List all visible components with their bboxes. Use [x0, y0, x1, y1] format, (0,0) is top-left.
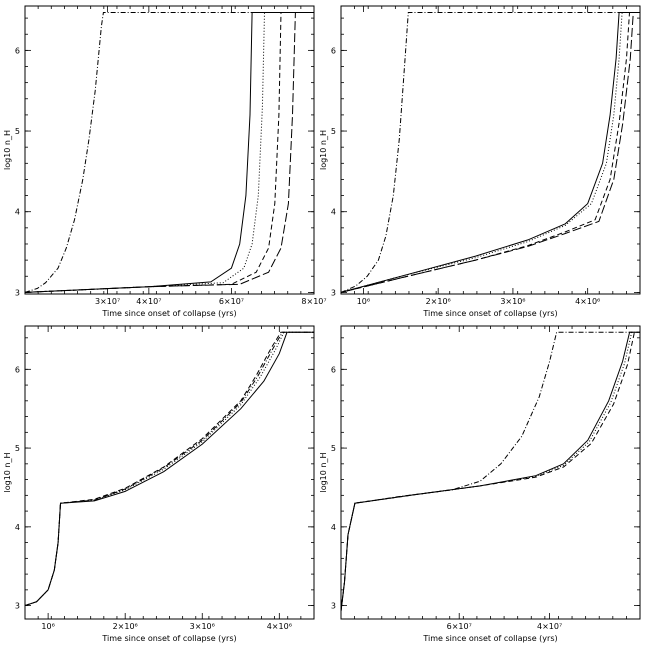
y-tick-label: 5 [331, 127, 336, 136]
series-line-4 [340, 331, 640, 612]
x-tick-label: 4×10⁶ [267, 622, 292, 631]
y-axis-label: log10 n_H [319, 452, 328, 492]
series-line-3 [24, 12, 314, 293]
x-tick-label: 3×10⁶ [500, 297, 525, 306]
y-tick-label: 5 [15, 127, 20, 136]
x-tick-label: 3×10⁶ [190, 622, 215, 631]
x-axis-label: Time since onset of collapse (yrs) [101, 634, 236, 643]
y-tick-label: 6 [15, 365, 20, 374]
series-line-1 [24, 12, 314, 293]
y-tick-label: 6 [331, 46, 336, 55]
y-tick-label: 4 [15, 523, 20, 532]
y-tick-label: 3 [15, 288, 20, 297]
series-line-2 [340, 12, 640, 293]
series-line-2 [24, 331, 314, 607]
x-tick-label: 8×10⁷ [301, 297, 326, 306]
x-tick-label: 4×10⁶ [575, 297, 600, 306]
y-tick-label: 4 [331, 208, 336, 217]
series-line-3 [24, 331, 314, 607]
x-tick-label: 2×10⁶ [426, 297, 451, 306]
x-tick-label: 3×10⁷ [95, 297, 120, 306]
series-line-4 [24, 331, 314, 607]
y-tick-label: 4 [15, 208, 20, 217]
panel-4: 6×10⁷ 4×10⁷ 3 4 5 6 Time since onset of collap… [319, 325, 641, 643]
y-tick-label: 5 [331, 444, 336, 453]
y-axis-label: log10 n_H [3, 452, 12, 492]
plot-frame [340, 5, 641, 295]
x-tick-label: 4×10⁷ [537, 622, 562, 631]
series-line-1 [340, 12, 640, 293]
x-axis-label: Time since onset of collapse (yrs) [101, 309, 236, 318]
series-line-1 [340, 331, 640, 612]
y-tick-label: 3 [15, 602, 20, 611]
series-line-1 [24, 331, 314, 607]
y-axis-label: log10 n_H [3, 130, 12, 170]
plot-frame [24, 5, 315, 295]
y-tick-label: 5 [15, 444, 20, 453]
plot-frame [340, 325, 641, 620]
y-tick-label: 3 [331, 288, 336, 297]
series-line-5 [340, 12, 640, 293]
x-axis-label: Time since onset of collapse (yrs) [422, 634, 557, 643]
series-line-2 [24, 12, 314, 293]
panel-3: 10⁶ 2×10⁶ 3×10⁶ 4×10⁶ 3 4 5 6 Time since onset o… [3, 325, 315, 643]
series-line-5 [24, 12, 314, 293]
x-tick-label: 10⁶ [41, 622, 54, 631]
series-line-2 [340, 331, 640, 612]
x-tick-label: 2×10⁶ [113, 622, 138, 631]
x-tick-label: 10⁶ [357, 297, 370, 306]
y-axis-label: log10 n_H [319, 130, 328, 170]
y-tick-label: 3 [331, 602, 336, 611]
x-tick-label: 4×10⁷ [136, 297, 161, 306]
series-line-4 [340, 12, 640, 293]
x-axis-label: Time since onset of collapse (yrs) [422, 309, 557, 318]
y-tick-label: 4 [331, 523, 336, 532]
panel-2: 10⁶ 2×10⁶ 3×10⁶ 4×10⁶ 3 4 5 6 Time since onset o… [319, 5, 641, 318]
y-tick-label: 6 [15, 46, 20, 55]
x-tick-label: 6×10⁷ [219, 297, 244, 306]
series-line-4 [24, 12, 314, 293]
series-line-3 [340, 12, 640, 293]
panel-1: 3×10⁷ 4×10⁷ 6×10⁷ 8×10⁷ 3 4 5 6 Time since onset… [3, 5, 327, 318]
x-tick-label: 6×10⁷ [447, 622, 472, 631]
y-tick-label: 6 [331, 365, 336, 374]
series-line-3 [340, 331, 640, 612]
